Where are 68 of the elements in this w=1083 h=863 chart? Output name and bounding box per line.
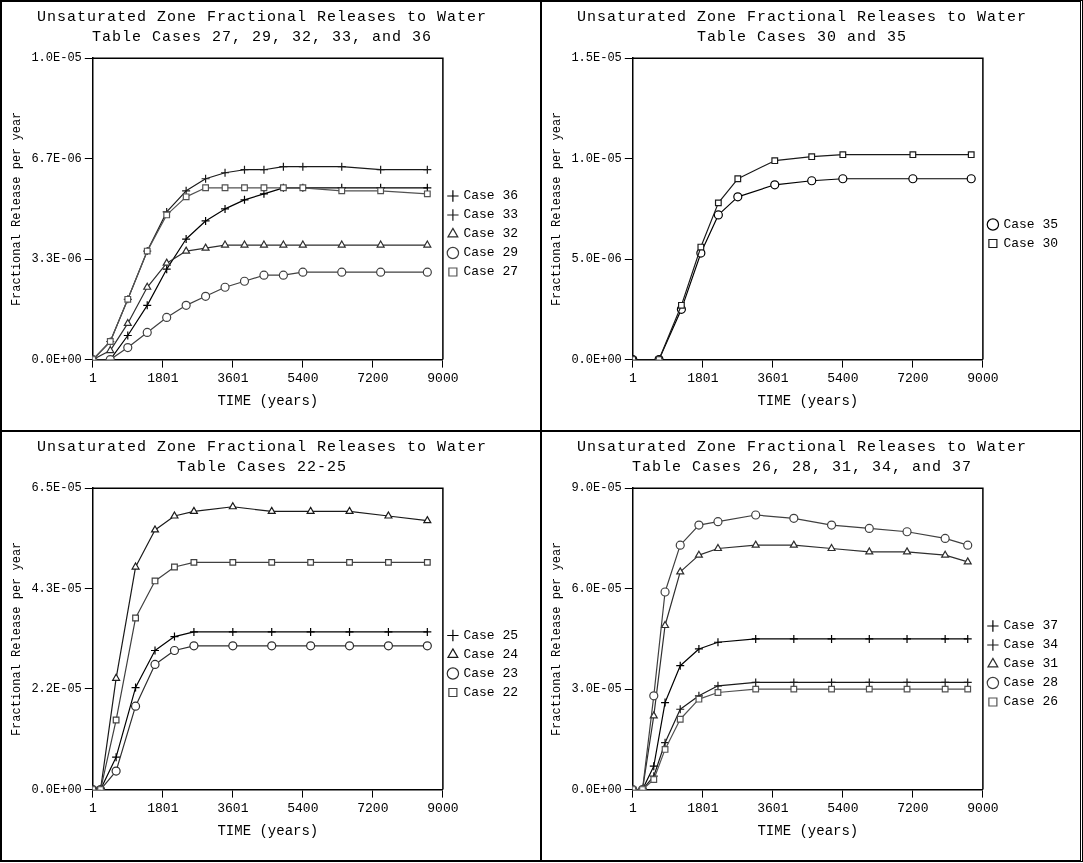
x-axis-title: TIME (years) [757, 823, 859, 840]
y-tick-label: 0.0E+00 [571, 352, 622, 367]
legend-label: Case 30 [1003, 235, 1058, 251]
x-tick-label: 5400 [827, 370, 859, 386]
x-axis-title: TIME (years) [217, 393, 319, 410]
legend-label: Case 27 [463, 264, 518, 280]
x-tick-label: 5400 [827, 800, 859, 816]
x-tick-label: 1 [88, 800, 97, 816]
x-axis-title: TIME (years) [757, 393, 859, 410]
y-tick-label: 4.3E-05 [31, 581, 82, 596]
x-tick-label: 3601 [217, 370, 249, 386]
legend-label: Case 36 [463, 188, 518, 204]
legend-label: Case 23 [463, 665, 518, 681]
y-tick-label: 0.0E+00 [31, 352, 82, 367]
x-tick-label: 1801 [687, 370, 719, 386]
x-tick-label: 7200 [357, 800, 389, 816]
y-axis-title: Fractional Release per year [10, 111, 25, 307]
chart-title: Unsaturated Zone Fractional Releases to Water Table Cases 30 and 35 [575, 8, 1029, 48]
chart-title: Unsaturated Zone Fractional Releases to Water Table Cases 26, 28, 31, 34, and 37 [575, 438, 1029, 478]
y-tick-label: 0.0E+00 [31, 782, 82, 797]
x-tick-label: 1 [628, 800, 637, 816]
legend-label: Case 26 [1003, 694, 1058, 710]
y-tick-label: 9.0E-05 [571, 481, 622, 496]
legend-label: Case 31 [1003, 656, 1059, 672]
x-tick-label: 5400 [287, 800, 319, 816]
x-axis-title: TIME (years) [217, 823, 319, 840]
legend-label: Case 28 [1003, 675, 1058, 691]
legend-label: Case 34 [1003, 637, 1059, 653]
y-axis-title: Fractional Release per year [550, 541, 565, 737]
legend-label: Case 25 [463, 627, 518, 643]
legend-label: Case 35 [1003, 216, 1058, 232]
y-tick-label: 0.0E+00 [571, 782, 622, 797]
x-tick-label: 3601 [217, 800, 249, 816]
y-axis-title: Fractional Release per year [10, 541, 25, 737]
x-tick-label: 9000 [427, 800, 459, 816]
x-tick-label: 5400 [287, 370, 319, 386]
x-tick-label: 9000 [967, 370, 999, 386]
x-tick-label: 7200 [897, 800, 929, 816]
y-tick-label: 1.0E-05 [31, 51, 82, 66]
y-tick-label: 1.5E-05 [571, 51, 622, 66]
x-tick-label: 7200 [897, 370, 929, 386]
legend-label: Case 33 [463, 207, 518, 223]
legend-label: Case 22 [463, 684, 518, 700]
chart-title: Unsaturated Zone Fractional Releases to Water Table Cases 27, 29, 32, 33, and 36 [35, 8, 489, 48]
legend-label: Case 37 [1003, 618, 1058, 634]
y-tick-label: 6.0E-05 [571, 581, 622, 596]
x-tick-label: 3601 [757, 800, 789, 816]
x-tick-label: 1801 [687, 800, 719, 816]
y-tick-label: 6.5E-05 [31, 481, 82, 496]
x-tick-label: 7200 [357, 370, 389, 386]
x-tick-label: 1801 [147, 370, 179, 386]
x-tick-label: 1801 [147, 800, 179, 816]
x-tick-label: 3601 [757, 370, 789, 386]
y-axis-title: Fractional Release per year [550, 111, 565, 307]
x-tick-label: 1 [88, 370, 97, 386]
legend-label: Case 24 [463, 646, 519, 662]
x-tick-label: 1 [628, 370, 637, 386]
chart-title: Unsaturated Zone Fractional Releases to Water Table Cases 22-25 [35, 438, 489, 478]
legend-label: Case 29 [463, 245, 518, 261]
legend-label: Case 32 [463, 226, 518, 242]
x-tick-label: 9000 [967, 800, 999, 816]
y-tick-label: 6.7E-06 [31, 151, 82, 166]
y-tick-label: 2.2E-05 [31, 682, 82, 697]
y-tick-label: 3.3E-06 [31, 252, 82, 267]
y-tick-label: 3.0E-05 [571, 682, 622, 697]
y-tick-label: 5.0E-06 [571, 252, 622, 267]
y-tick-label: 1.0E-05 [571, 151, 622, 166]
x-tick-label: 9000 [427, 370, 459, 386]
